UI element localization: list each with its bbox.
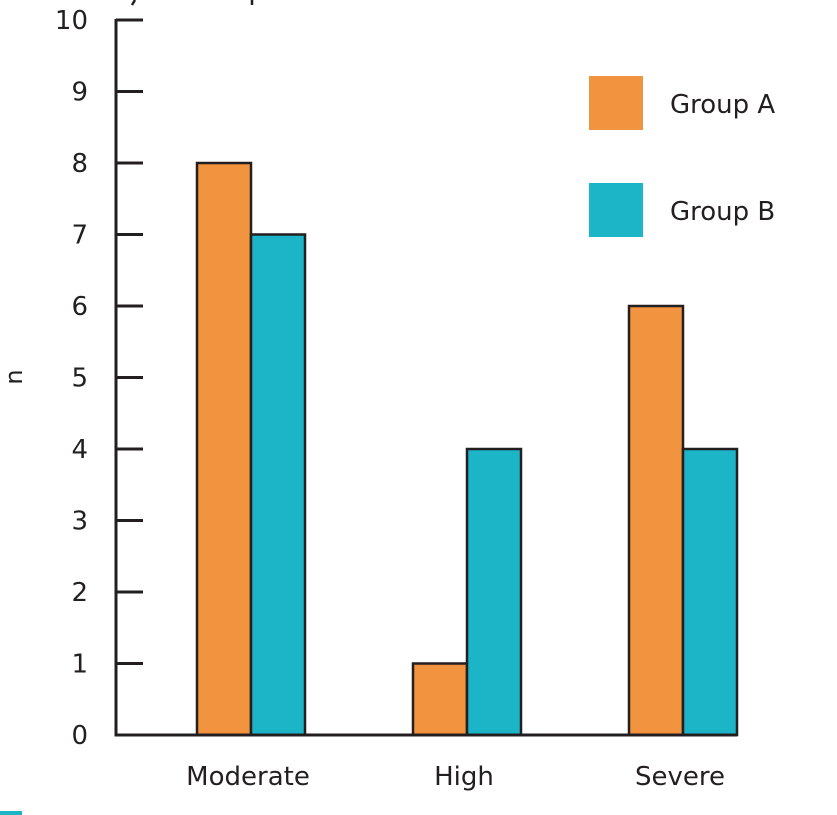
legend-label: Group A (670, 90, 775, 120)
legend-swatch-group-a (589, 76, 643, 130)
title-fragment-mark (130, 0, 137, 6)
y-tick-label: 3 (71, 507, 88, 537)
y-tick-label: 0 (71, 721, 88, 751)
x-category-label: Severe (635, 762, 725, 792)
cut-off-title-fragment (130, 0, 254, 6)
x-category-label: High (434, 762, 494, 792)
bar-high-group-b (465, 447, 523, 737)
x-category-label: Moderate (186, 762, 310, 792)
y-tick-label: 8 (71, 149, 88, 179)
y-tick-label: 7 (71, 221, 88, 251)
bar-severe-group-b (681, 447, 739, 737)
y-tick-label: 5 (71, 364, 88, 394)
y-tick-label: 1 (71, 650, 88, 680)
legend-label: Group B (670, 197, 775, 227)
legend-swatch-group-b (589, 183, 643, 237)
y-tick-label: 9 (71, 78, 88, 108)
y-tick-label: 2 (71, 578, 88, 608)
y-tick-label: 10 (55, 6, 88, 36)
cut-off-footer-fragment (0, 811, 22, 815)
y-tick-label: 4 (71, 435, 88, 465)
bar-high-group-a (411, 662, 469, 737)
y-axis-title: n (0, 369, 28, 384)
bar-moderate-group-b (249, 233, 307, 737)
bar-severe-group-a (627, 304, 685, 737)
legend: Group A Group B (589, 76, 775, 237)
y-tick-label: 6 (71, 292, 88, 322)
bar-moderate-group-a (195, 161, 253, 737)
